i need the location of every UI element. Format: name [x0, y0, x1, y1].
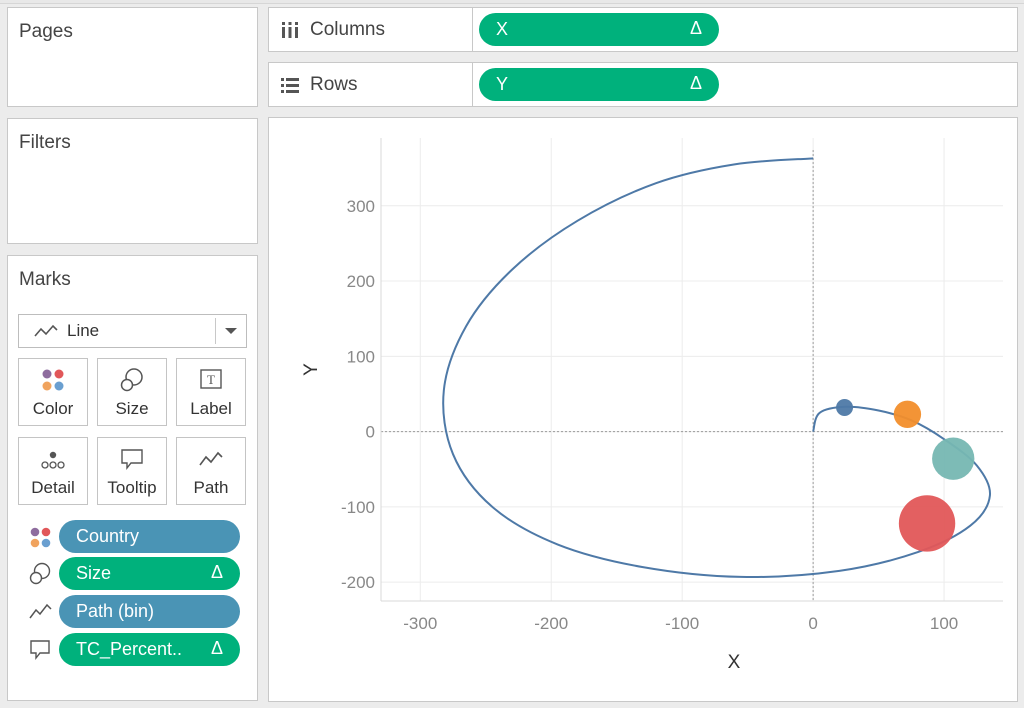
- color-icon: [42, 369, 64, 391]
- size-button[interactable]: Size: [97, 358, 167, 426]
- country-circle: [932, 437, 975, 480]
- field-pill-path[interactable]: Path (bin): [59, 595, 240, 628]
- field-pill-size[interactable]: Size Δ: [59, 557, 240, 590]
- color-button[interactable]: Color: [18, 358, 88, 426]
- filters-card[interactable]: Filters: [7, 118, 258, 244]
- dropdown-separator: [215, 318, 216, 344]
- label-button-label: Label: [190, 399, 232, 418]
- detail-icon: [41, 451, 65, 469]
- field-pill-label: Path (bin): [76, 601, 155, 621]
- y-tick-label: 200: [347, 272, 375, 291]
- x-axis-title: X: [728, 652, 741, 673]
- size-icon: [29, 562, 51, 585]
- delta-icon: Δ: [210, 562, 223, 582]
- country-circle: [893, 400, 922, 429]
- size-button-label: Size: [115, 399, 149, 418]
- path-icon: [199, 451, 223, 466]
- y-axis-title: Y: [301, 363, 322, 376]
- view-canvas[interactable]: -300 -200 -100 0 100 -200 -100 0 100 200 300 X Y: [268, 117, 1018, 702]
- line-mark-icon: [34, 324, 58, 337]
- x-tick-label: -300: [403, 614, 437, 633]
- rows-label: Rows: [310, 73, 358, 95]
- rows-shelf-label: Rows: [269, 63, 473, 106]
- detail-button-label: Detail: [31, 478, 75, 497]
- x-tick-label: 0: [808, 614, 817, 633]
- color-icon: [30, 527, 51, 548]
- y-tick-label: 0: [366, 423, 375, 442]
- y-tick-label: -200: [341, 573, 375, 592]
- country-circle: [898, 495, 956, 552]
- mark-type-label: Line: [67, 321, 100, 340]
- y-tick-label: -100: [341, 498, 375, 517]
- rows-pill-label: Y: [496, 74, 509, 94]
- field-pill-label: Country: [76, 526, 140, 546]
- tooltip-icon: [30, 640, 50, 660]
- columns-shelf[interactable]: Columns X Δ: [268, 7, 1018, 52]
- tooltip-button-label: Tooltip: [107, 478, 157, 497]
- tooltip-icon: [121, 449, 143, 470]
- columns-pill-x[interactable]: X Δ: [479, 13, 719, 46]
- label-button[interactable]: T Label: [176, 358, 246, 426]
- mark-type-dropdown[interactable]: Line: [18, 314, 247, 348]
- color-button-label: Color: [32, 399, 74, 418]
- columns-pill-label: X: [496, 19, 509, 39]
- field-pill-country[interactable]: Country: [59, 520, 240, 553]
- x-tick-label: -200: [534, 614, 568, 633]
- path-button-label: Path: [193, 478, 229, 497]
- delta-icon: Δ: [210, 638, 223, 658]
- columns-label: Columns: [310, 18, 385, 40]
- rows-pill-y[interactable]: Y Δ: [479, 68, 719, 101]
- y-tick-label: 100: [347, 347, 375, 366]
- svg-text:T: T: [207, 372, 215, 387]
- delta-icon: Δ: [689, 18, 702, 38]
- rows-shelf[interactable]: Rows Y Δ: [268, 62, 1018, 107]
- field-pill-tc-percent[interactable]: TC_Percent.. Δ: [59, 633, 240, 666]
- columns-icon: [282, 21, 298, 38]
- tooltip-button[interactable]: Tooltip: [97, 437, 167, 505]
- filters-title: Filters: [19, 132, 71, 153]
- pages-title: Pages: [19, 21, 73, 42]
- field-pill-label: Size: [76, 563, 112, 583]
- pages-card[interactable]: Pages: [7, 7, 258, 107]
- size-icon: [120, 368, 143, 392]
- country-circle: [836, 399, 854, 417]
- detail-button[interactable]: Detail: [18, 437, 88, 505]
- marks-title: Marks: [19, 269, 71, 290]
- top-divider: [0, 0, 1024, 4]
- label-icon: T: [200, 369, 222, 389]
- chevron-down-icon[interactable]: [225, 328, 237, 334]
- field-pill-label: TC_Percent..: [76, 639, 183, 659]
- x-tick-label: -100: [665, 614, 699, 633]
- path-icon: [29, 603, 52, 619]
- delta-icon: Δ: [689, 73, 702, 93]
- path-button[interactable]: Path: [176, 437, 246, 505]
- columns-shelf-label: Columns: [269, 8, 473, 51]
- y-tick-label: 300: [347, 197, 375, 216]
- rows-icon: [281, 77, 299, 93]
- x-tick-label: 100: [930, 614, 958, 633]
- spiral-chart[interactable]: -300 -200 -100 0 100 -200 -100 0 100 200 300 X Y: [269, 118, 1017, 701]
